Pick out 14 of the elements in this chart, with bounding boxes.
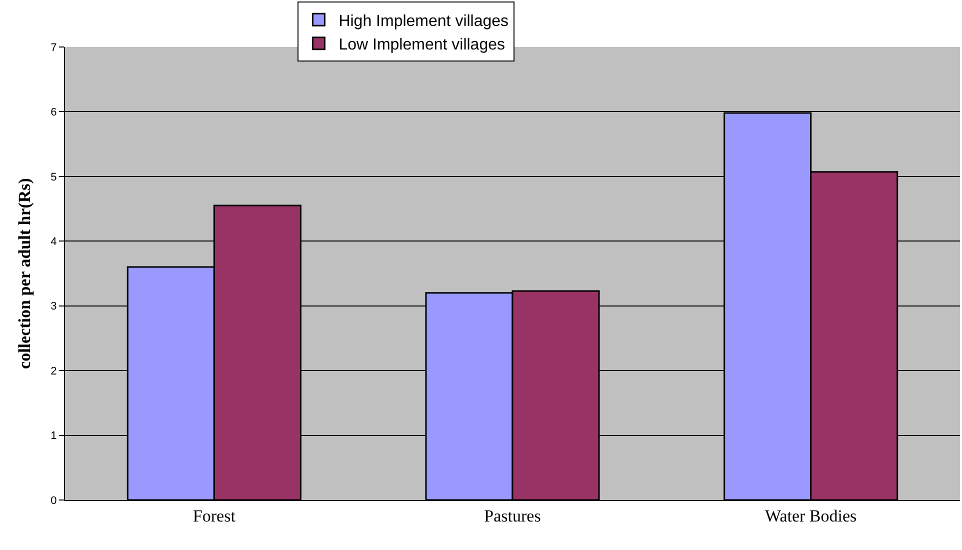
- y-tick-label: 2: [50, 365, 57, 378]
- y-tick-label: 1: [50, 430, 57, 442]
- legend-label: High Implement villages: [338, 12, 509, 30]
- y-tick-label: 0: [50, 494, 57, 507]
- y-tick-label: 5: [50, 171, 57, 184]
- legend-label: Low Implement villages: [338, 36, 505, 54]
- y-tick-label: 6: [50, 106, 57, 119]
- y-axis-title: collection per adult hr(Rs): [15, 178, 34, 369]
- x-tick-label: Water Bodies: [765, 506, 857, 526]
- x-tick-label: Forest: [192, 506, 236, 526]
- y-tick-label: 3: [50, 300, 57, 313]
- y-tick-label: 7: [50, 42, 57, 54]
- y-tick-label: 4: [50, 236, 57, 248]
- x-tick-label: Pastures: [484, 506, 541, 526]
